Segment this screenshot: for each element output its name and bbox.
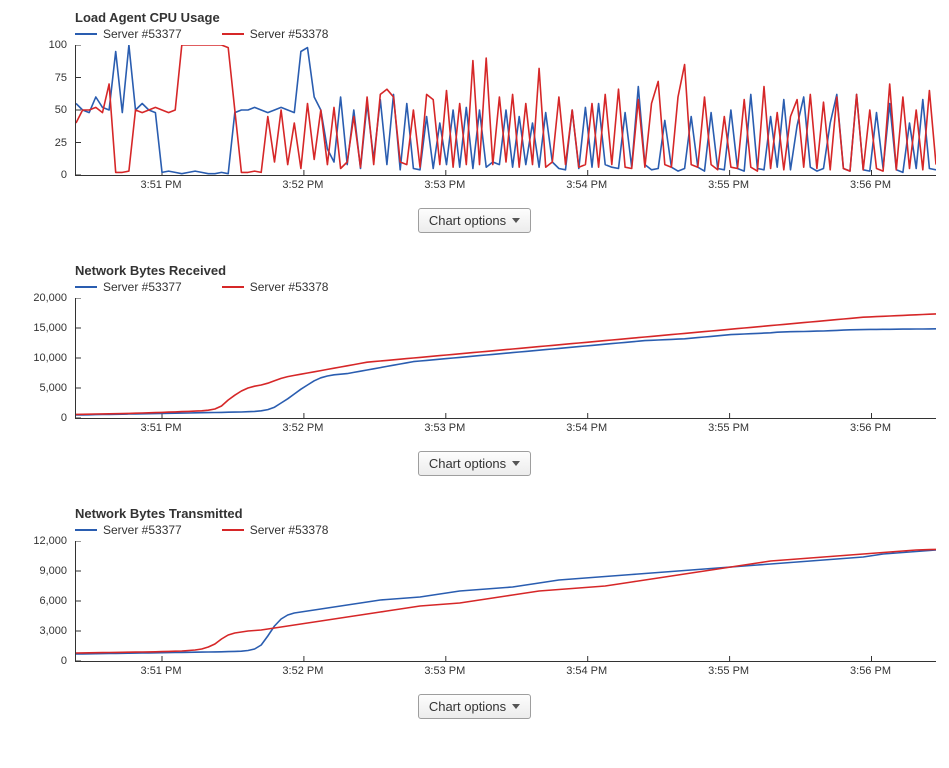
y-tick-label: 20,000 [33, 292, 67, 304]
legend-label: Server #53378 [250, 523, 329, 537]
series-line-s1 [76, 329, 936, 415]
chart-area: 03,0006,0009,00012,0003:51 PM3:52 PM3:53… [75, 541, 935, 680]
series-line-s2 [76, 549, 936, 653]
legend-item: Server #53378 [222, 280, 329, 294]
x-tick-label: 3:51 PM [141, 179, 182, 191]
chart-area: 05,00010,00015,00020,0003:51 PM3:52 PM3:… [75, 298, 935, 437]
y-axis: 05,00010,00015,00020,000 [20, 298, 70, 418]
chevron-down-icon [512, 704, 520, 709]
y-tick-label: 12,000 [33, 535, 67, 547]
x-tick-label: 3:51 PM [141, 665, 182, 677]
chart-block-rx: Network Bytes ReceivedServer #53377Serve… [20, 263, 929, 476]
y-tick-label: 0 [61, 169, 67, 181]
y-tick-label: 9,000 [39, 565, 67, 577]
legend-swatch [222, 529, 244, 532]
y-tick-label: 6,000 [39, 595, 67, 607]
x-tick-label: 3:52 PM [282, 179, 323, 191]
y-axis: 0255075100 [20, 45, 70, 175]
chevron-down-icon [512, 218, 520, 223]
y-tick-label: 3,000 [39, 625, 67, 637]
chart-title: Load Agent CPU Usage [75, 10, 929, 25]
x-tick-label: 3:51 PM [141, 422, 182, 434]
y-tick-label: 25 [55, 137, 67, 149]
x-tick-label: 3:54 PM [566, 179, 607, 191]
legend-label: Server #53378 [250, 280, 329, 294]
plot-svg [75, 541, 936, 662]
legend-item: Server #53377 [75, 280, 182, 294]
chart-legend: Server #53377 Server #53378 [75, 280, 929, 294]
legend-item: Server #53378 [222, 27, 329, 41]
y-tick-label: 50 [55, 104, 67, 116]
x-axis: 3:51 PM 3:52 PM 3:53 PM 3:54 PM 3:55 PM 3:56 … [75, 176, 935, 194]
x-tick-label: 3:56 PM [850, 422, 891, 434]
y-axis: 03,0006,0009,00012,000 [20, 541, 70, 661]
legend-item: Server #53377 [75, 27, 182, 41]
series-line-s2 [76, 45, 936, 172]
x-tick-label: 3:54 PM [566, 422, 607, 434]
legend-swatch [75, 33, 97, 36]
y-tick-label: 5,000 [39, 382, 67, 394]
legend-swatch [222, 33, 244, 36]
legend-swatch [75, 286, 97, 289]
chart-area: 02550751003:51 PM3:52 PM3:53 PM3:54 PM3:… [75, 45, 935, 194]
x-tick-label: 3:53 PM [424, 179, 465, 191]
y-tick-label: 0 [61, 412, 67, 424]
y-tick-label: 100 [49, 39, 67, 51]
plot-svg [75, 298, 936, 419]
chart-block-tx: Network Bytes TransmittedServer #53377Se… [20, 506, 929, 719]
plot-svg [75, 45, 936, 176]
x-tick-label: 3:53 PM [424, 665, 465, 677]
series-line-s2 [76, 314, 936, 415]
y-tick-label: 75 [55, 72, 67, 84]
legend-swatch [75, 529, 97, 532]
x-tick-label: 3:56 PM [850, 179, 891, 191]
chart-title: Network Bytes Received [75, 263, 929, 278]
chart-options-row: Chart options [20, 451, 929, 476]
chevron-down-icon [512, 461, 520, 466]
series-line-s1 [76, 550, 936, 654]
chart-options-label: Chart options [429, 456, 506, 471]
chart-block-cpu: Load Agent CPU UsageServer #53377Server … [20, 10, 929, 233]
chart-options-row: Chart options [20, 694, 929, 719]
chart-options-label: Chart options [429, 699, 506, 714]
chart-options-button[interactable]: Chart options [418, 451, 531, 476]
y-tick-label: 15,000 [33, 322, 67, 334]
x-tick-label: 3:55 PM [708, 179, 749, 191]
y-tick-label: 0 [61, 655, 67, 667]
y-tick-label: 10,000 [33, 352, 67, 364]
chart-legend: Server #53377 Server #53378 [75, 523, 929, 537]
legend-label: Server #53377 [103, 523, 182, 537]
x-tick-label: 3:52 PM [282, 422, 323, 434]
chart-options-row: Chart options [20, 208, 929, 233]
legend-label: Server #53377 [103, 27, 182, 41]
x-tick-label: 3:56 PM [850, 665, 891, 677]
legend-label: Server #53378 [250, 27, 329, 41]
legend-item: Server #53378 [222, 523, 329, 537]
legend-label: Server #53377 [103, 280, 182, 294]
x-axis: 3:51 PM 3:52 PM 3:53 PM 3:54 PM 3:55 PM 3:56 … [75, 662, 935, 680]
x-tick-label: 3:53 PM [424, 422, 465, 434]
x-tick-label: 3:54 PM [566, 665, 607, 677]
chart-legend: Server #53377 Server #53378 [75, 27, 929, 41]
x-tick-label: 3:55 PM [708, 422, 749, 434]
x-axis: 3:51 PM 3:52 PM 3:53 PM 3:54 PM 3:55 PM 3:56 … [75, 419, 935, 437]
x-tick-label: 3:52 PM [282, 665, 323, 677]
chart-options-button[interactable]: Chart options [418, 694, 531, 719]
chart-options-button[interactable]: Chart options [418, 208, 531, 233]
x-tick-label: 3:55 PM [708, 665, 749, 677]
legend-swatch [222, 286, 244, 289]
legend-item: Server #53377 [75, 523, 182, 537]
chart-title: Network Bytes Transmitted [75, 506, 929, 521]
chart-options-label: Chart options [429, 213, 506, 228]
